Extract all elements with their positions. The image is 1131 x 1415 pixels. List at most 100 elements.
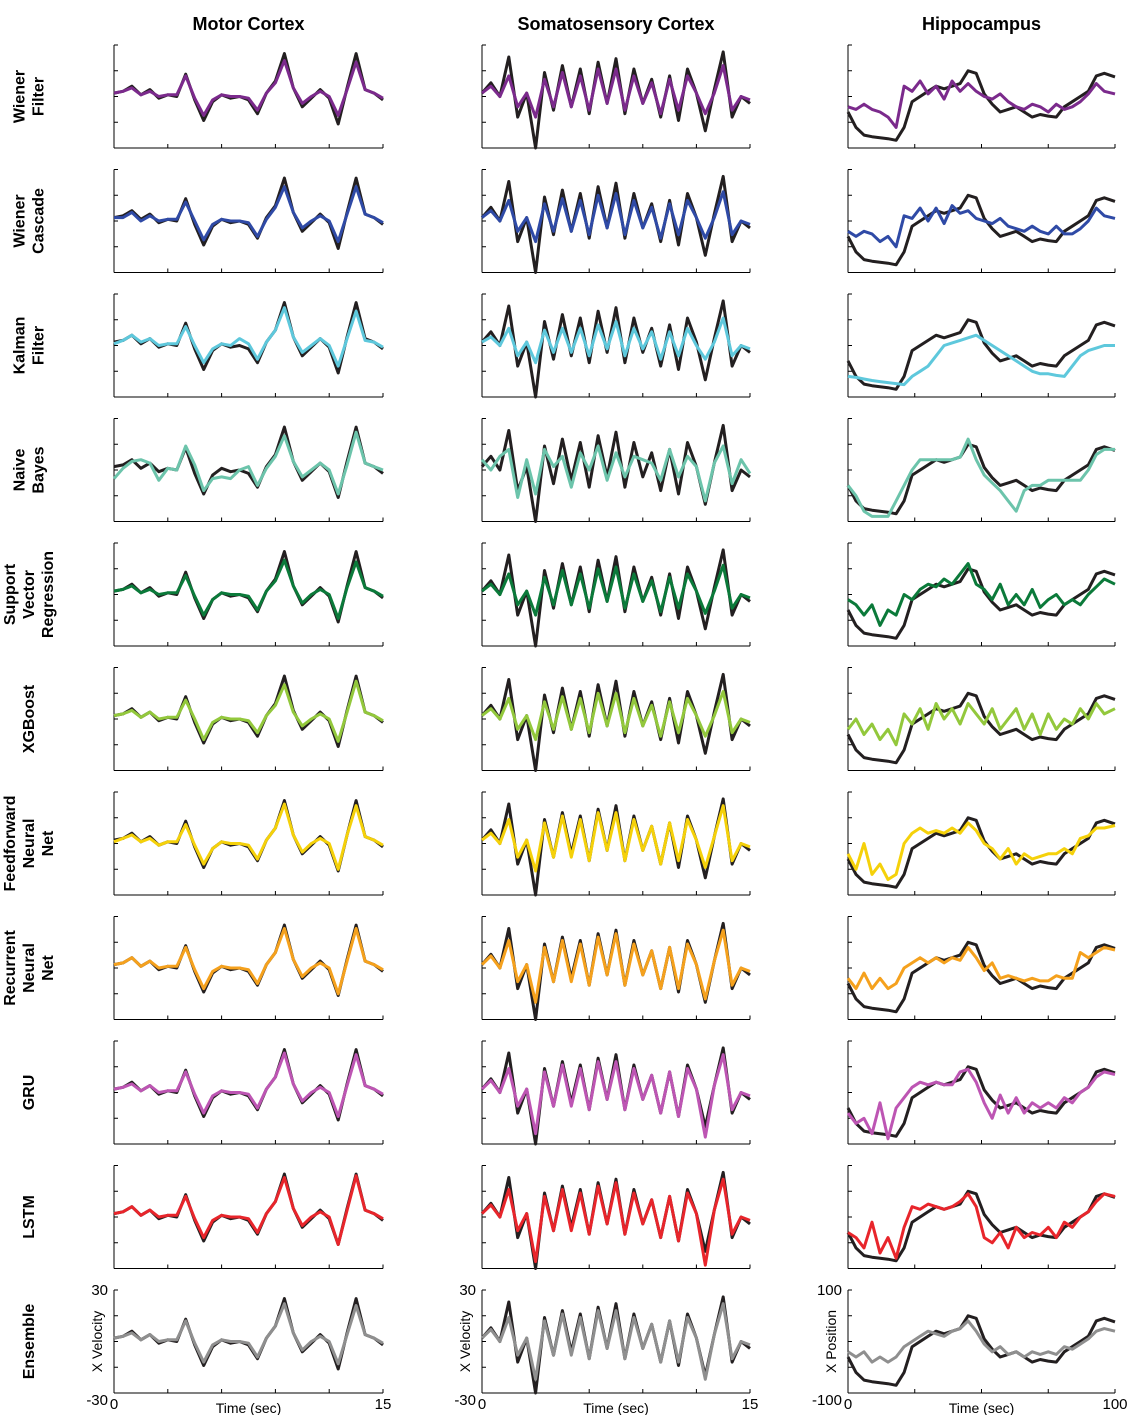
prediction-trace xyxy=(481,690,751,742)
row-label: Support Vector Regression xyxy=(2,551,57,638)
true-trace xyxy=(846,442,1116,516)
row-label-line: Support xyxy=(2,563,19,625)
true-trace xyxy=(113,1297,384,1371)
prediction-trace xyxy=(481,190,751,244)
prediction-trace xyxy=(113,927,384,996)
prediction-trace xyxy=(846,945,1116,991)
prediction-trace xyxy=(847,79,1116,129)
prediction-trace xyxy=(846,702,1116,747)
x-axis-label: Time (sec) xyxy=(583,1400,649,1415)
true-trace xyxy=(113,52,384,126)
row-label: Wiener Cascade xyxy=(12,188,48,254)
prediction-trace xyxy=(480,1177,751,1267)
prediction-trace xyxy=(846,437,1115,518)
row-label-line: Recurrent xyxy=(2,930,19,1006)
true-trace xyxy=(113,923,384,997)
prediction-trace xyxy=(112,430,384,496)
prediction-trace xyxy=(480,928,751,1004)
row-label-line: Regression xyxy=(40,551,57,638)
row-label-line: Neural xyxy=(21,943,38,993)
row-label-line: Filter xyxy=(31,326,48,365)
row-label: LSTM xyxy=(21,1195,38,1239)
true-trace xyxy=(846,940,1116,1014)
column-title: Hippocampus xyxy=(922,14,1041,34)
prediction-trace xyxy=(847,333,1115,387)
x-tick-label-start: 0 xyxy=(478,1396,486,1413)
true-trace xyxy=(113,1172,384,1246)
prediction-trace xyxy=(113,1051,384,1118)
prediction-trace xyxy=(847,1319,1116,1364)
row-label: GRU xyxy=(21,1075,38,1111)
row-label-line: XGBoost xyxy=(21,684,38,753)
prediction-trace xyxy=(113,306,384,368)
row-label: XGBoost xyxy=(21,684,38,753)
row-label-line: Wiener xyxy=(12,194,29,247)
y-tick-label-top: 30 xyxy=(459,1282,476,1299)
prediction-trace xyxy=(481,563,751,617)
true-trace xyxy=(846,193,1116,267)
true-trace xyxy=(113,301,384,375)
prediction-trace xyxy=(481,804,751,873)
y-tick-label-top: 30 xyxy=(91,1282,108,1299)
y-axis-label: X Velocity xyxy=(89,1311,105,1372)
y-tick-label-bottom: -30 xyxy=(86,1392,108,1409)
prediction-trace xyxy=(113,558,384,620)
true-trace xyxy=(113,550,384,624)
prediction-trace xyxy=(113,802,384,871)
row-label-line: Wiener xyxy=(12,70,29,123)
x-tick-label-end: 15 xyxy=(742,1396,759,1413)
column-title: Motor Cortex xyxy=(193,14,305,34)
true-trace xyxy=(113,176,384,250)
x-tick-label-start: 0 xyxy=(844,1396,852,1413)
x-tick-label-start: 0 xyxy=(110,1396,118,1413)
prediction-trace xyxy=(113,679,384,743)
prediction-trace xyxy=(113,1302,384,1366)
x-tick-label-end: 100 xyxy=(1102,1396,1127,1413)
true-trace xyxy=(113,799,384,873)
prediction-trace xyxy=(481,64,751,119)
row-label-line: Feedforward xyxy=(2,795,19,891)
prediction-trace xyxy=(846,1067,1116,1141)
row-label: Kalman Filter xyxy=(12,317,48,375)
x-axis-label: Time (sec) xyxy=(216,1400,282,1415)
row-label-line: Net xyxy=(40,954,57,980)
prediction-trace xyxy=(113,59,384,117)
prediction-trace xyxy=(847,204,1116,249)
true-trace xyxy=(846,318,1116,391)
y-tick-label-bottom: -30 xyxy=(454,1392,476,1409)
y-tick-label-bottom: -100 xyxy=(812,1392,842,1409)
prediction-trace xyxy=(481,316,751,365)
row-label-line: Vector xyxy=(21,570,38,619)
prediction-trace xyxy=(847,562,1116,627)
row-label: Wiener Filter xyxy=(12,70,48,123)
true-trace xyxy=(846,567,1116,640)
prediction-trace xyxy=(846,821,1116,881)
true-trace xyxy=(846,69,1116,142)
row-label-line: GRU xyxy=(21,1075,38,1111)
prediction-trace xyxy=(113,1174,384,1246)
row-label-line: Naive xyxy=(12,449,29,492)
y-tick-label-top: 100 xyxy=(817,1282,842,1299)
row-label: Feedforward Neural Net xyxy=(2,795,57,891)
prediction-trace xyxy=(847,1192,1116,1260)
prediction-trace xyxy=(480,444,752,503)
row-label-line: Bayes xyxy=(31,446,48,493)
prediction-trace xyxy=(480,1053,751,1139)
row-label-line: LSTM xyxy=(21,1195,38,1239)
true-trace xyxy=(113,674,384,748)
column-title: Somatosensory Cortex xyxy=(517,14,714,34)
row-label: Naive Bayes xyxy=(12,446,48,493)
row-label-line: Neural xyxy=(21,819,38,869)
row-label-line: Filter xyxy=(31,77,48,116)
y-axis-label: X Velocity xyxy=(457,1311,473,1372)
x-tick-label-end: 15 xyxy=(375,1396,392,1413)
row-label-line: Ensemble xyxy=(21,1304,38,1380)
true-trace xyxy=(846,691,1116,765)
true-trace xyxy=(480,423,751,523)
row-label-line: Net xyxy=(40,830,57,856)
true-trace xyxy=(113,1048,384,1122)
prediction-trace xyxy=(480,1302,751,1381)
true-trace xyxy=(846,1314,1116,1387)
y-axis-label: X Position xyxy=(823,1310,839,1373)
